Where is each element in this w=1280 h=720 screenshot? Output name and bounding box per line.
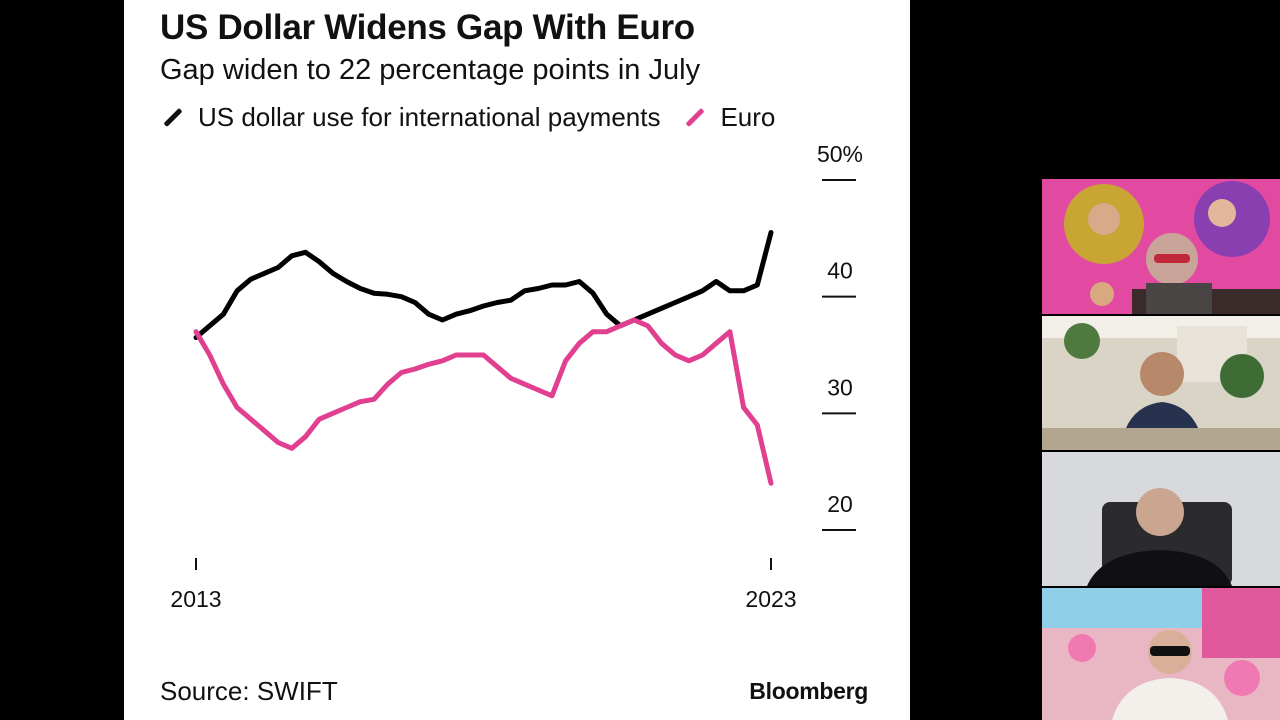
legend-label-dollar: US dollar use for international payments [198, 102, 661, 132]
participant-video-3 [1042, 452, 1280, 586]
legend-label-euro: Euro [720, 102, 776, 132]
video-call-strip [1042, 179, 1280, 720]
participant-video-1 [1042, 179, 1280, 314]
chart-legend: US dollar use for international payments… [160, 102, 775, 133]
line-chart: 50% 40 30 20 2013 2023 [170, 141, 863, 612]
video-tile-1[interactable] [1042, 179, 1280, 314]
source-note: Source: SWIFT [160, 676, 338, 706]
bloomberg-logo: Bloomberg [749, 678, 868, 704]
series-line-us-dollar [193, 230, 774, 340]
y-tick-label-1: 40 [827, 258, 853, 284]
video-tile-2[interactable] [1042, 316, 1280, 450]
video-tile-3[interactable] [1042, 452, 1280, 586]
x-tick-label-1: 2023 [745, 586, 796, 612]
y-tick-label-3: 20 [827, 491, 853, 517]
participant-video-2 [1042, 316, 1280, 450]
legend-swatch-dollar [163, 107, 183, 128]
video-tile-4[interactable] [1042, 588, 1280, 720]
y-tick-label-0: 50% [817, 141, 863, 167]
series-line-euro [193, 317, 774, 486]
participant-video-4 [1042, 588, 1280, 720]
slide: US Dollar Widens Gap With Euro Gap widen… [124, 0, 910, 720]
y-tick-label-2: 30 [827, 374, 853, 400]
chart-title: US Dollar Widens Gap With Euro [160, 8, 695, 47]
chart-subtitle: Gap widen to 22 percentage points in Jul… [160, 54, 701, 86]
x-tick-label-0: 2013 [170, 586, 221, 612]
legend-swatch-euro [685, 107, 706, 128]
